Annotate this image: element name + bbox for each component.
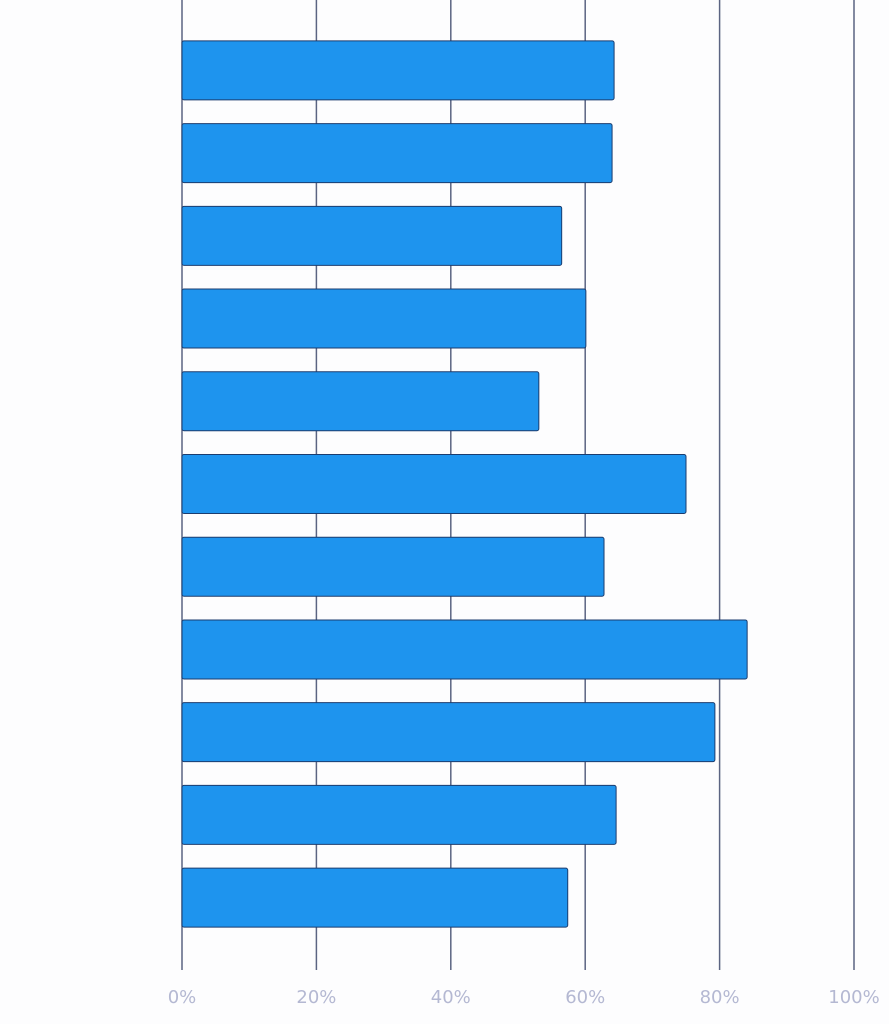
bar bbox=[181, 123, 613, 184]
x-tick-label: 60% bbox=[565, 987, 605, 1008]
bar bbox=[181, 371, 540, 432]
x-tick-label: 80% bbox=[700, 987, 740, 1008]
bar bbox=[181, 536, 605, 597]
bar bbox=[181, 784, 617, 845]
bar bbox=[181, 205, 563, 266]
bar bbox=[181, 288, 587, 349]
x-tick-label: 40% bbox=[431, 987, 471, 1008]
bar bbox=[181, 40, 615, 101]
x-tick-label: 0% bbox=[168, 987, 197, 1008]
bar bbox=[181, 454, 687, 514]
x-tick-label: 100% bbox=[828, 987, 879, 1008]
bar bbox=[181, 619, 748, 680]
bar bbox=[181, 702, 716, 763]
bar bbox=[181, 867, 569, 928]
x-tick-label: 20% bbox=[296, 987, 336, 1008]
